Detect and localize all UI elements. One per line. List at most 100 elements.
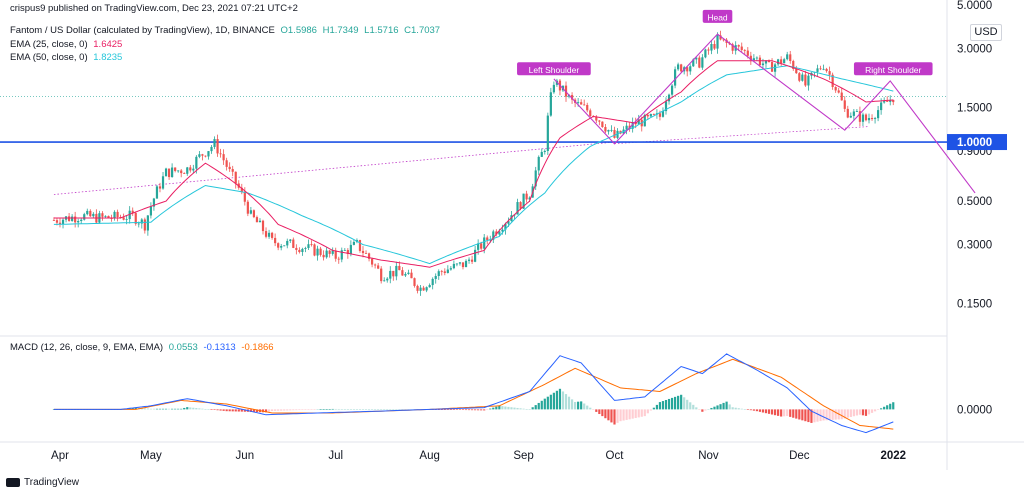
- currency-button[interactable]: USD: [970, 24, 1002, 41]
- candle-body: [610, 129, 613, 131]
- candle: [780, 56, 783, 67]
- candle: [277, 242, 280, 251]
- histogram-bar: [510, 407, 513, 410]
- candle-body: [337, 258, 340, 260]
- candle-body: [67, 216, 71, 221]
- candle: [280, 243, 283, 251]
- histogram-bar: [889, 403, 892, 410]
- candle-body: [192, 168, 195, 171]
- histogram-bar: [558, 388, 562, 410]
- macd-legend: MACD (12, 26, close, 9, EMA, EMA) 0.0553…: [10, 342, 274, 353]
- candle: [301, 247, 304, 256]
- histogram-bar: [180, 408, 183, 410]
- candle-body: [92, 213, 95, 217]
- histogram-bar: [713, 406, 716, 410]
- price-tick-label: 1.5000: [957, 103, 992, 115]
- histogram-bar: [704, 409, 707, 411]
- candle-body: [231, 169, 234, 172]
- candle-body: [52, 220, 56, 221]
- histogram-bar: [228, 409, 231, 412]
- candle: [686, 66, 689, 77]
- candle-body: [261, 220, 265, 232]
- candle: [698, 55, 701, 69]
- candle: [807, 73, 810, 91]
- price-pane[interactable]: Left Shoulder Head Right Shoulder: [0, 9, 976, 296]
- histogram-bar: [277, 409, 280, 411]
- candle-body: [228, 166, 231, 170]
- candle: [583, 99, 586, 106]
- candle-body: [216, 139, 219, 154]
- histogram-bar: [474, 409, 477, 411]
- macd-line: [53, 353, 894, 434]
- candle-body: [234, 171, 237, 184]
- candle-body: [743, 50, 746, 51]
- candle: [325, 247, 328, 259]
- candle: [792, 59, 795, 71]
- candle: [331, 247, 334, 256]
- histogram-bar: [592, 409, 595, 410]
- candle: [377, 262, 380, 270]
- candle: [155, 185, 159, 199]
- candle-body: [110, 218, 113, 219]
- candle-body: [55, 220, 59, 223]
- candle-body: [213, 139, 216, 147]
- candle: [146, 215, 149, 236]
- candle-body: [149, 206, 152, 216]
- histogram-bar: [304, 409, 307, 410]
- ema50-value: 1.8235: [93, 52, 123, 63]
- brand-name: TradingView: [24, 477, 80, 488]
- candle-body: [477, 243, 480, 250]
- candle: [322, 250, 325, 261]
- histogram-bar: [225, 409, 228, 412]
- candle-body: [131, 210, 134, 214]
- candle-body: [122, 217, 125, 220]
- candle-body: [852, 111, 855, 116]
- histogram-bar: [783, 409, 786, 417]
- candle: [307, 239, 310, 250]
- candle: [283, 245, 286, 247]
- candle-body: [889, 99, 892, 102]
- histogram-bar: [840, 409, 843, 420]
- histogram-bar: [316, 409, 319, 410]
- histogram-bar: [613, 409, 616, 425]
- histogram-bar: [764, 409, 768, 414]
- candle: [825, 67, 828, 73]
- candle: [731, 42, 734, 55]
- candle-body: [495, 231, 498, 235]
- histogram-bar: [164, 408, 168, 410]
- candle: [755, 56, 758, 61]
- histogram-bar: [549, 394, 552, 410]
- candle-body: [207, 151, 210, 157]
- candle: [249, 206, 252, 215]
- candle-body: [416, 285, 419, 291]
- candle: [452, 260, 455, 270]
- candle-body: [737, 45, 740, 47]
- histogram-bar: [822, 409, 825, 421]
- candle: [410, 269, 413, 279]
- candle-body: [152, 198, 156, 207]
- candle: [480, 241, 483, 251]
- histogram-bar: [249, 409, 252, 412]
- candle: [613, 126, 616, 139]
- candle-body: [758, 57, 762, 66]
- macd-pane[interactable]: [52, 353, 895, 434]
- support-price-tag: [947, 134, 1007, 151]
- histogram-bar: [437, 409, 440, 410]
- candle: [652, 113, 655, 116]
- candle-body: [77, 221, 80, 223]
- histogram-bar: [240, 409, 243, 412]
- histogram-bar: [483, 409, 486, 411]
- histogram-bar: [695, 407, 698, 410]
- candle-body: [801, 74, 804, 81]
- histogram-bar: [616, 409, 619, 423]
- candle: [370, 257, 374, 268]
- histogram-bar: [143, 408, 146, 410]
- candle-body: [413, 278, 416, 286]
- histogram-bar: [543, 398, 546, 410]
- histogram-bar: [640, 409, 643, 417]
- candle-body: [334, 250, 337, 259]
- histogram-bar: [477, 409, 480, 411]
- candle: [343, 248, 346, 251]
- histogram-bar: [152, 408, 156, 410]
